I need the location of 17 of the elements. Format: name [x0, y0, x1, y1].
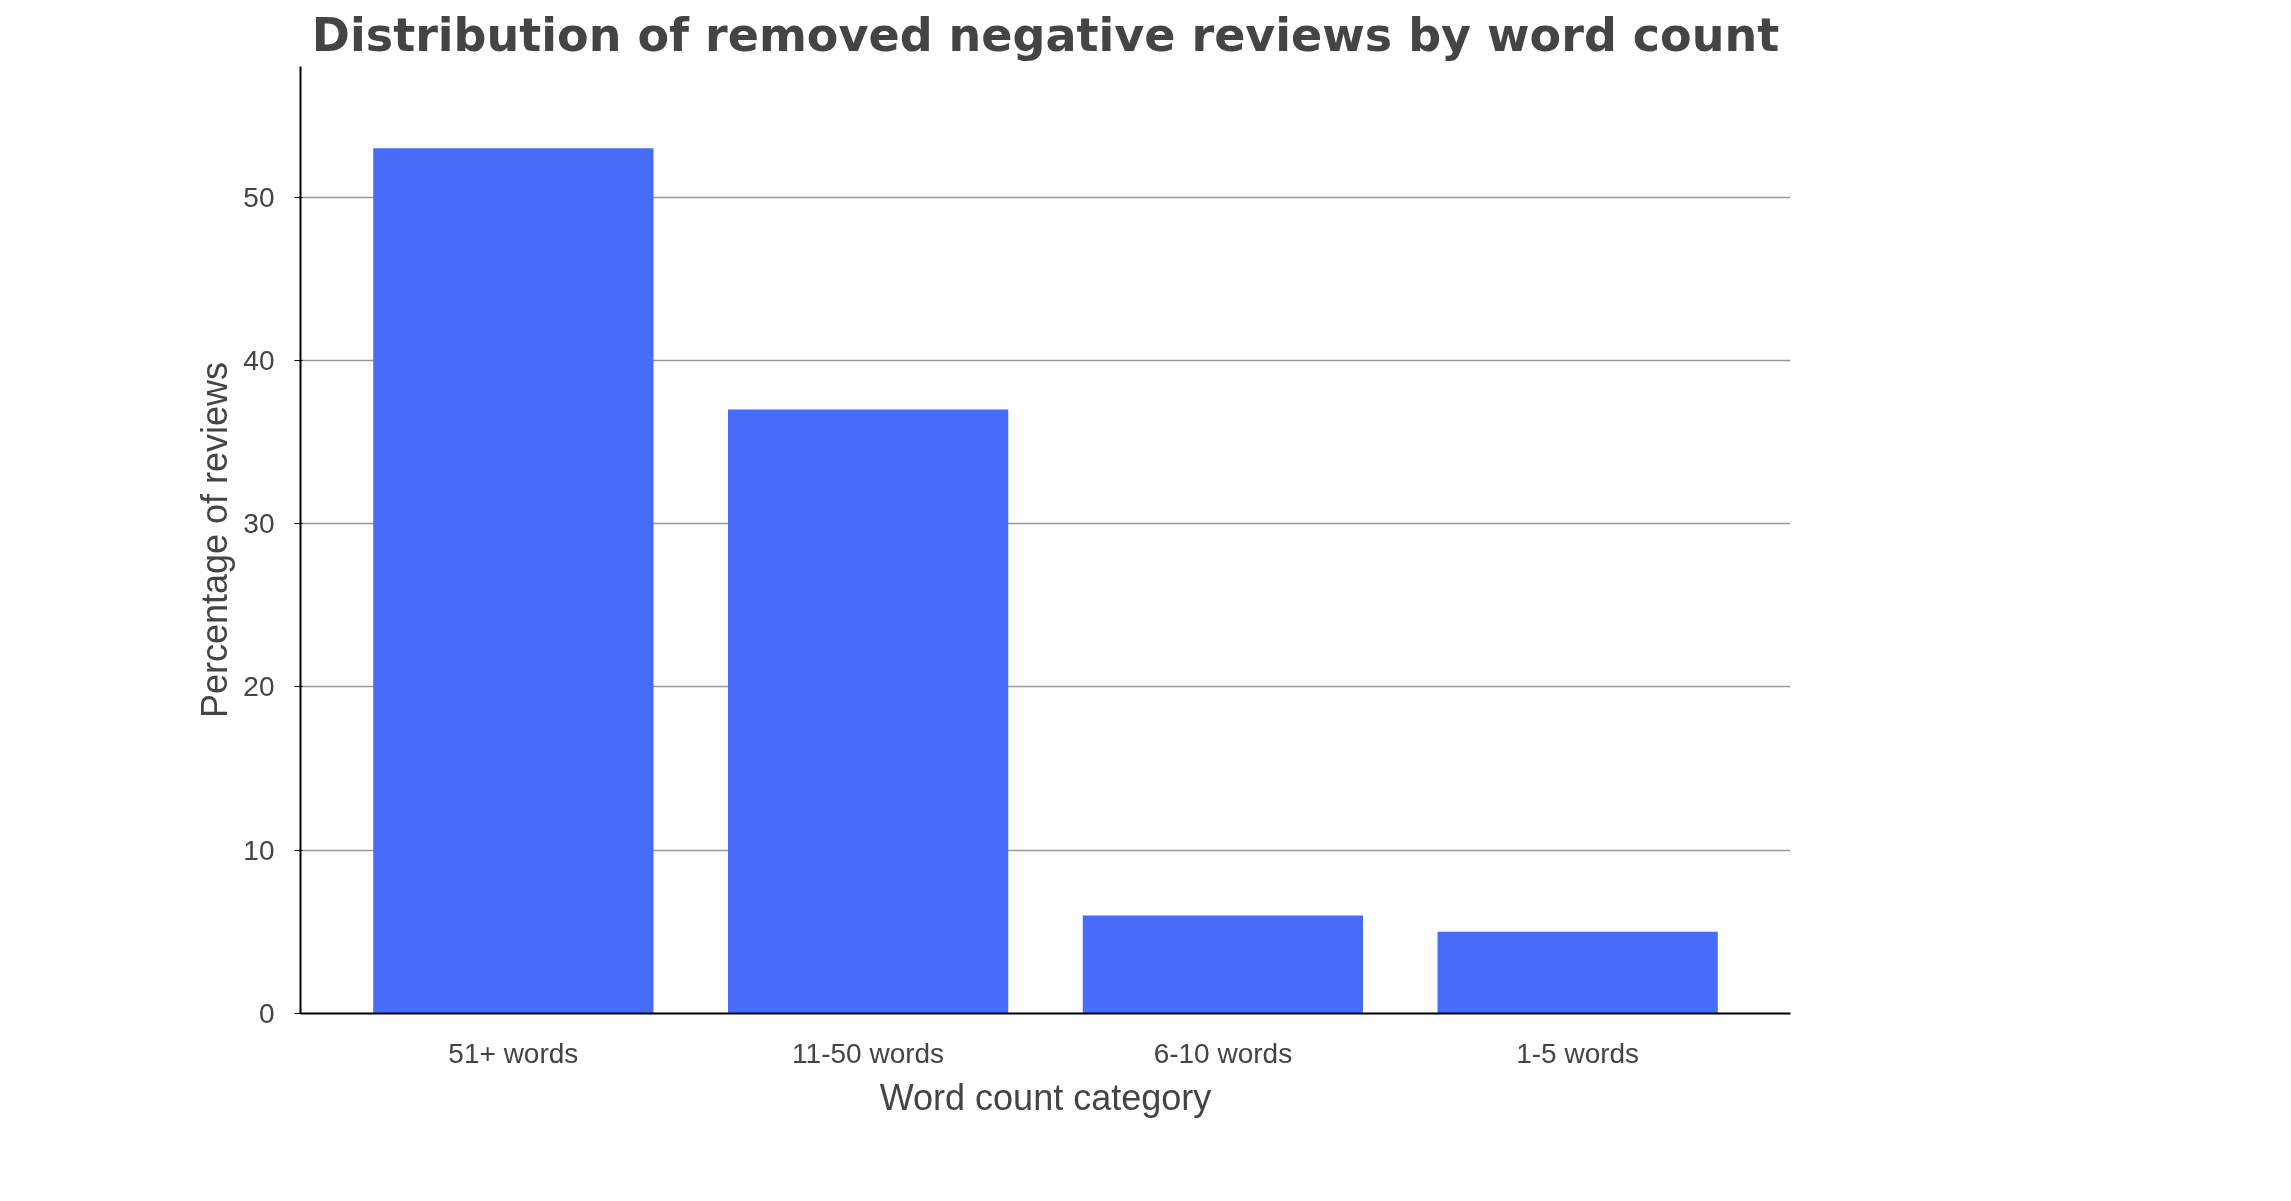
- x-axis-title: Word count category: [879, 1076, 1212, 1118]
- y-tick-label: 50: [243, 181, 275, 213]
- bar: [1082, 915, 1364, 1014]
- bar: [373, 148, 654, 1014]
- y-tick-label: 20: [243, 671, 275, 703]
- y-tick-label: 0: [258, 998, 275, 1029]
- chart-title: Distribution of removed negative reviews by word count: [311, 7, 1780, 62]
- x-tick-label: 51+ words: [448, 1037, 579, 1069]
- bar: [727, 409, 1009, 1014]
- x-tick-label: 1-5 words: [1516, 1037, 1640, 1069]
- y-tick-label: 40: [243, 344, 275, 376]
- y-axis-title: Percentage of reviews: [194, 361, 236, 719]
- x-tick-label: 11-50 words: [792, 1037, 945, 1069]
- bar: [1437, 931, 1718, 1014]
- y-tick-label: 30: [243, 508, 275, 540]
- y-tick-label: 10: [243, 834, 275, 866]
- x-tick-label: 6-10 words: [1153, 1037, 1293, 1069]
